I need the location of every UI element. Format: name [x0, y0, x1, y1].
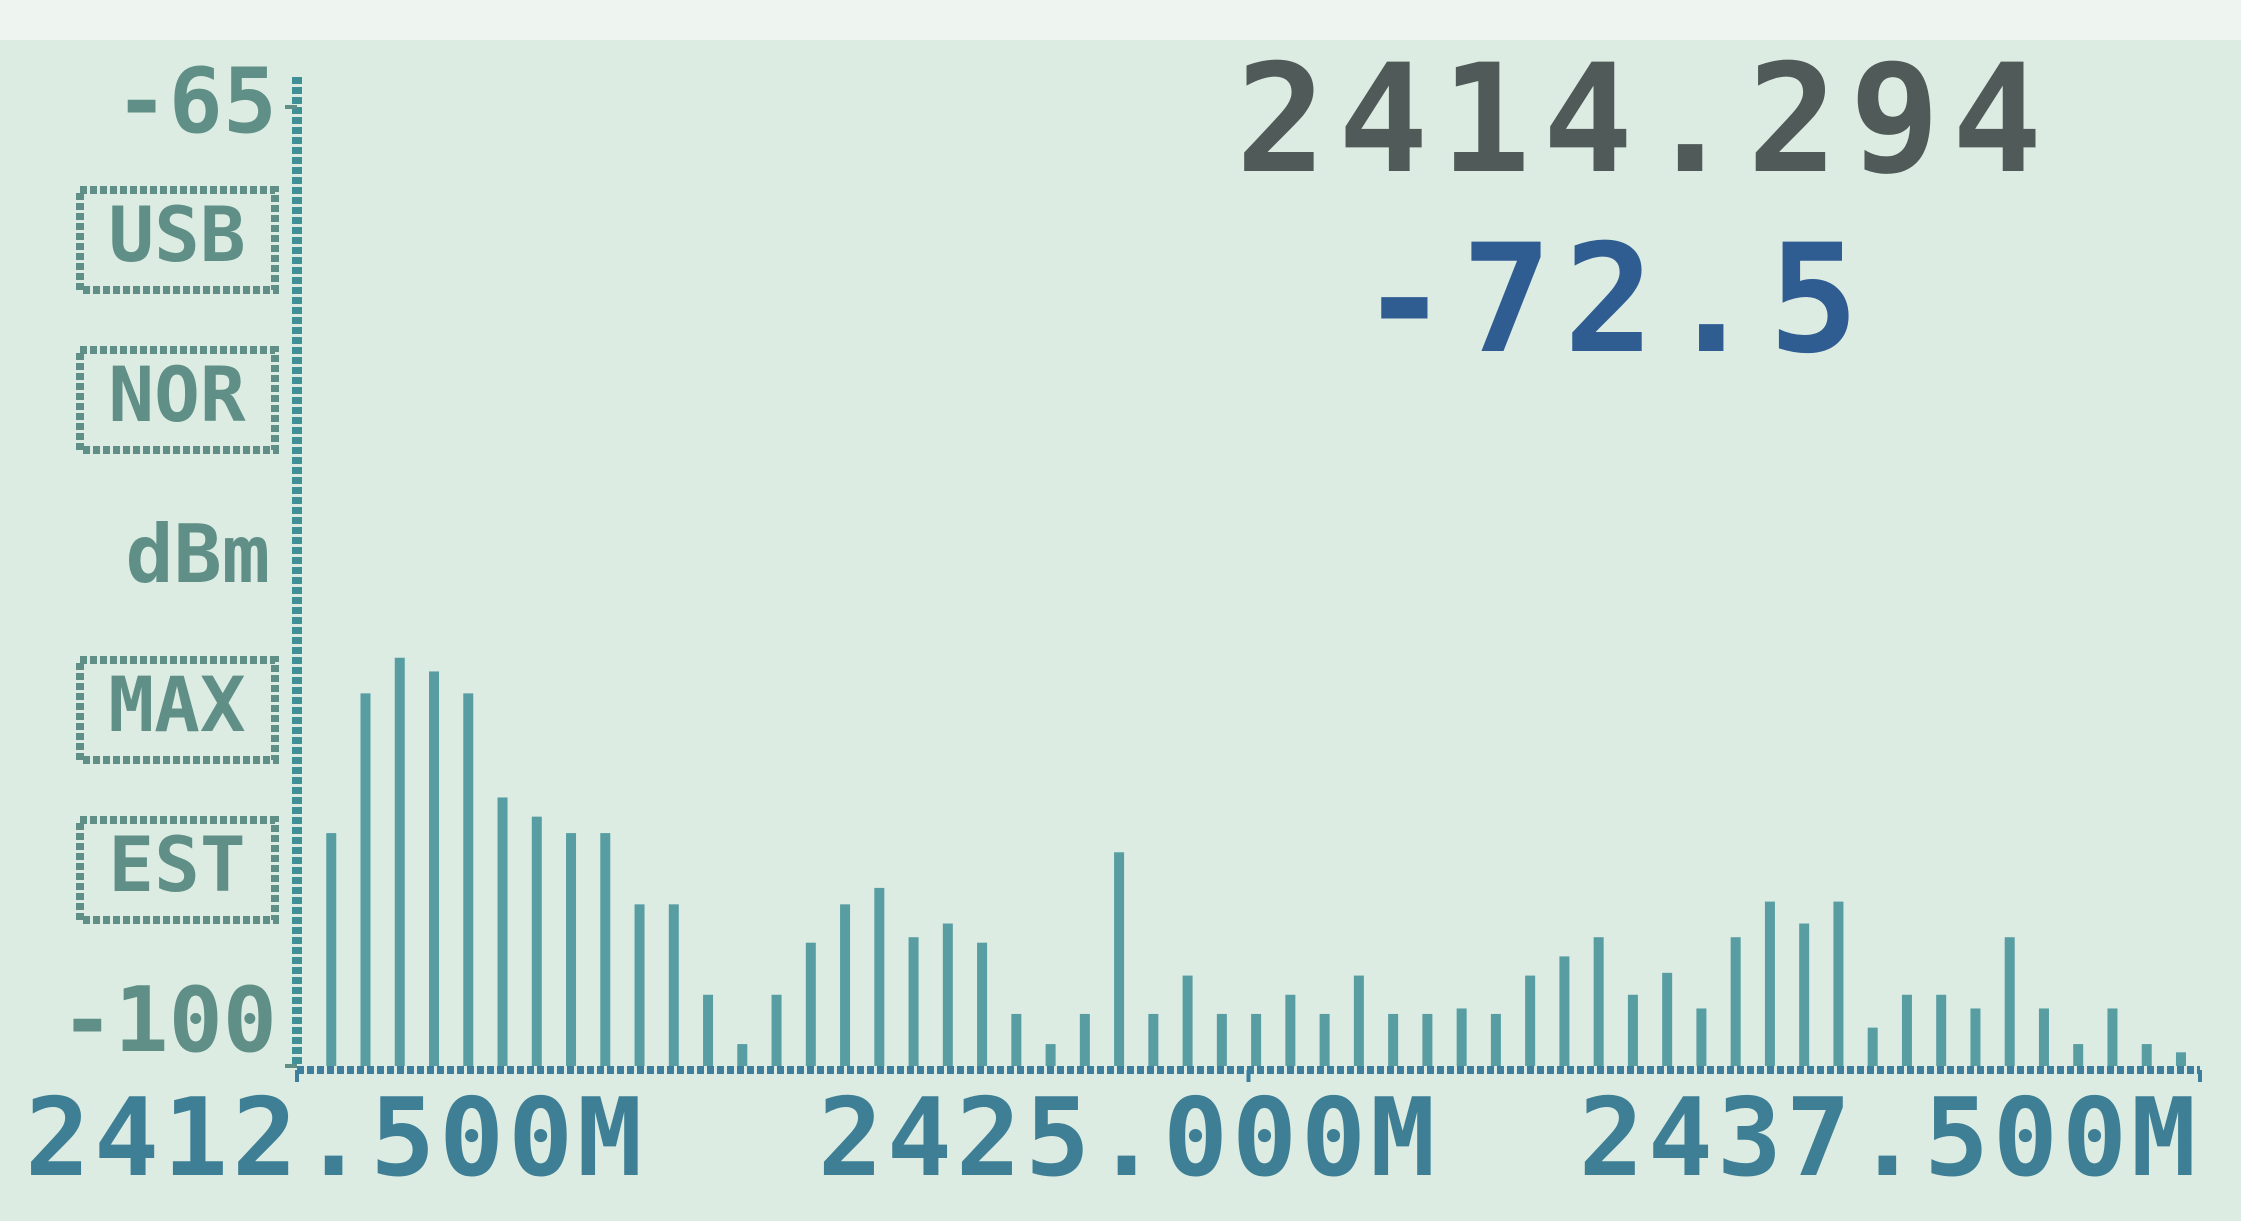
bar [326, 833, 337, 1066]
bar [1730, 937, 1741, 1066]
bar [908, 937, 919, 1066]
bar [840, 904, 851, 1066]
bar [977, 942, 988, 1066]
bar [2175, 1052, 2186, 1066]
bar [1833, 901, 1844, 1066]
bar [1216, 1013, 1227, 1066]
side-label: EST [108, 820, 245, 909]
bar [1011, 1013, 1022, 1066]
bar [2073, 1044, 2084, 1066]
bar [634, 904, 645, 1066]
y-tick-label: -100 [60, 968, 277, 1073]
bar [1456, 1008, 1467, 1066]
side-label: MAX [108, 660, 245, 749]
bar [1319, 1013, 1330, 1066]
bar [429, 671, 440, 1066]
bar [1901, 994, 1912, 1066]
bar [2004, 937, 2015, 1066]
bar [1764, 901, 1775, 1066]
y-axis-label: dBm [126, 508, 271, 601]
bar [1696, 1008, 1707, 1066]
bar [874, 887, 885, 1066]
y-tick-label: -65 [114, 49, 277, 154]
side-label-box [76, 186, 279, 294]
bar [1285, 994, 1296, 1066]
bar [805, 942, 816, 1066]
marker-frequency: 2414.294 [1236, 33, 2054, 207]
bar [1251, 1013, 1262, 1066]
bar [771, 994, 782, 1066]
x-tick-label: 2412.500M [25, 1076, 646, 1201]
bar [1525, 975, 1536, 1066]
bar [1422, 1013, 1433, 1066]
bar [2107, 1008, 2118, 1066]
bar [1627, 994, 1638, 1066]
bar [703, 994, 714, 1066]
x-tick-label: 2437.500M [1579, 1076, 2200, 1201]
bar [1182, 975, 1193, 1066]
bar [2038, 1008, 2049, 1066]
bar [942, 923, 953, 1066]
bar [463, 693, 474, 1066]
bar [737, 1044, 748, 1066]
bar [1388, 1013, 1399, 1066]
side-label: USB [108, 190, 245, 279]
bar [1936, 994, 1947, 1066]
bar [1593, 937, 1604, 1066]
bar [600, 833, 611, 1066]
bar [1148, 1013, 1159, 1066]
bar [1799, 923, 1810, 1066]
x-tick-label: 2425.000M [818, 1076, 1439, 1201]
bar [1045, 1044, 1056, 1066]
bar [1079, 1013, 1090, 1066]
bar [1970, 1008, 1981, 1066]
side-label: NOR [108, 350, 246, 439]
bar [531, 816, 542, 1066]
bar [394, 657, 405, 1066]
bar [2141, 1044, 2152, 1066]
bar [497, 797, 508, 1066]
bezel [0, 0, 2241, 40]
side-label-box [76, 656, 279, 764]
bar [668, 904, 679, 1066]
bar [1559, 956, 1570, 1066]
marker-level: -72.5 [1359, 213, 1871, 387]
bar [1490, 1013, 1501, 1066]
bar [1867, 1027, 1878, 1066]
bar [1662, 972, 1673, 1066]
side-label-box [76, 346, 279, 454]
bar [1114, 852, 1125, 1066]
bar [360, 693, 371, 1066]
bar [566, 833, 577, 1066]
bar [1353, 975, 1364, 1066]
side-label-box [76, 816, 279, 924]
